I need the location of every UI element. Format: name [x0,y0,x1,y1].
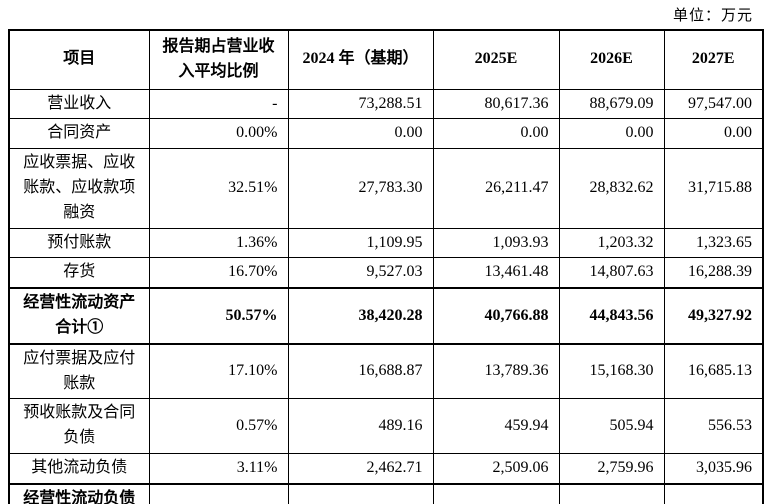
value-cell: 0.00 [432,118,560,150]
value-cell: 16,685.13 [663,342,764,400]
value-cell: 73,288.51 [287,88,434,120]
value-cell: 0.00 [558,118,665,150]
table-body: 营业收入 -73,288.51 80,617.36 88,679.09 97,547.0… [8,88,764,504]
header-item: 项目 [8,29,150,90]
item-cell: 预付账款 [8,227,150,259]
item-cell: 应收票据、应收账款、应收款项融资 [8,148,150,229]
value-cell: 2,462.71 [287,452,434,485]
value-cell: 20,277.62 [663,482,764,504]
value-cell: 18,434.20 [558,482,665,504]
header-2024: 2024 年（基期） [287,29,434,90]
forecast-table: 项目 报告期占营业收入平均比例 2024 年（基期） 2025E 2026E 2… [8,29,764,504]
value-cell: 0.57% [148,398,289,454]
value-cell: 0.00 [287,118,434,150]
header-2026e: 2026E [558,29,665,90]
value-cell: 1,109.95 [287,227,434,259]
value-cell: 1,323.65 [663,227,764,259]
table-row: 应收票据、应收账款、应收款项融资 32.51% 27,783.30 26,211.47… [8,148,764,229]
table-row: 合同资产 0.00% 0.00 0.00 0.00 0.00 [8,118,764,150]
table-row: 其他流动负债 3.11% 2,462.71 2,509.06 2,759.96 3,035… [8,452,764,485]
value-cell: 16.70% [148,257,289,289]
header-2027e: 2027E [663,29,764,90]
table-row: 经营性流动资产合计① 50.57% 38,420.28 40,766.88 44,843… [8,287,764,345]
value-cell: 17.10% [148,342,289,400]
value-cell: 16,758.36 [432,482,560,504]
table-row: 存货 16.70% 9,527.03 13,461.48 14,807.63 16,288… [8,257,764,289]
value-cell: 0.00 [663,118,764,150]
item-cell: 应付票据及应付账款 [8,342,150,400]
value-cell: 38,420.28 [287,287,434,345]
value-cell: 27,783.30 [287,148,434,229]
item-cell: 经营性流动负债合计② [8,482,150,504]
value-cell: 556.53 [663,398,764,454]
value-cell: 20.79% [148,482,289,504]
header-ratio: 报告期占营业收入平均比例 [148,29,289,90]
value-cell: 88,679.09 [558,88,665,120]
value-cell: 9,527.03 [287,257,434,289]
value-cell: 3.11% [148,452,289,485]
value-cell: 31,715.88 [663,148,764,229]
item-cell: 其他流动负债 [8,452,150,485]
item-cell: 预收账款及合同负债 [8,398,150,454]
value-cell: 16,288.39 [663,257,764,289]
value-cell: 14,807.63 [558,257,665,289]
value-cell: 26,211.47 [432,148,560,229]
value-cell: 44,843.56 [558,287,665,345]
value-cell: - [148,88,289,120]
value-cell: 1,203.32 [558,227,665,259]
unit-label: 单位：万元 [672,8,753,24]
value-cell: 13,461.48 [432,257,560,289]
value-cell: 16,688.87 [287,342,434,400]
value-cell: 0.00% [148,118,289,150]
table-row: 预付账款 1.36% 1,109.95 1,093.93 1,203.32 1,323.6… [8,227,764,259]
value-cell: 13,789.36 [432,342,560,400]
header-2025e: 2025E [432,29,560,90]
value-cell: 2,759.96 [558,452,665,485]
item-cell: 合同资产 [8,118,150,150]
value-cell: 3,035.96 [663,452,764,485]
table-row: 预收账款及合同负债 0.57% 489.16 459.94 505.94 556.53 [8,398,764,454]
item-cell: 存货 [8,257,150,289]
value-cell: 32.51% [148,148,289,229]
value-cell: 489.16 [287,398,434,454]
value-cell: 2,509.06 [432,452,560,485]
value-cell: 80,617.36 [432,88,560,120]
table-row: 经营性流动负债合计②20.79%19,640.7416,758.3618,434… [8,482,764,504]
item-cell: 营业收入 [8,88,150,120]
value-cell: 97,547.00 [663,88,764,120]
value-cell: 19,640.74 [287,482,434,504]
item-cell: 经营性流动资产合计① [8,287,150,345]
value-cell: 1,093.93 [432,227,560,259]
header-row: 项目 报告期占营业收入平均比例 2024 年（基期） 2025E 2026E 2… [8,29,764,90]
value-cell: 505.94 [558,398,665,454]
value-cell: 15,168.30 [558,342,665,400]
value-cell: 459.94 [432,398,560,454]
value-cell: 28,832.62 [558,148,665,229]
value-cell: 50.57% [148,287,289,345]
value-cell: 1.36% [148,227,289,259]
value-cell: 49,327.92 [663,287,764,345]
table-row: 营业收入 -73,288.51 80,617.36 88,679.09 97,547.0… [8,88,764,120]
table-row: 应付票据及应付账款 17.10% 16,688.87 13,789.36 15,168.… [8,342,764,400]
value-cell: 40,766.88 [432,287,560,345]
